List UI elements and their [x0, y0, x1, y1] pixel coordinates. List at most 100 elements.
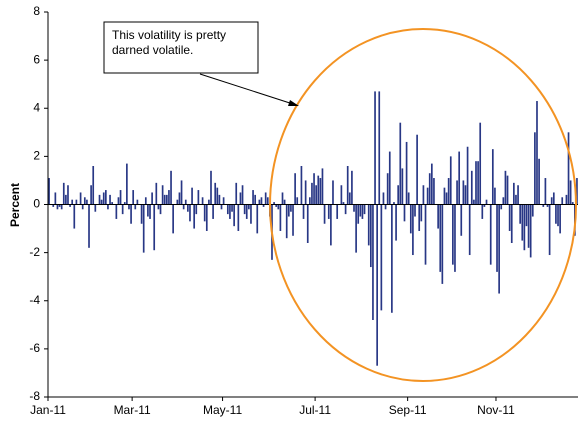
- bar: [60, 204, 63, 210]
- y-axis-label: Percent: [8, 183, 22, 227]
- bar: [130, 204, 132, 224]
- bar: [144, 197, 147, 205]
- bar: [462, 180, 465, 205]
- bar: [287, 204, 290, 217]
- bar: [107, 204, 109, 210]
- bar: [534, 132, 536, 205]
- bar: [443, 187, 446, 205]
- bar: [416, 134, 418, 205]
- bar: [548, 204, 551, 256]
- y-tick-label: -4: [29, 293, 40, 307]
- bar: [344, 204, 347, 215]
- bar: [189, 204, 191, 222]
- arrow-head: [288, 100, 299, 106]
- bar: [123, 202, 126, 205]
- bar: [304, 180, 307, 205]
- x-tick-label: Sep-11: [389, 403, 427, 417]
- x-tick-label: Jan-11: [30, 403, 66, 417]
- bar: [367, 204, 370, 246]
- bar: [163, 194, 166, 205]
- bar: [83, 197, 86, 205]
- bar: [407, 192, 410, 205]
- bar: [104, 190, 107, 205]
- bar: [468, 204, 471, 256]
- bar: [258, 199, 261, 205]
- bar: [502, 197, 505, 205]
- bar: [184, 199, 187, 205]
- annotation-box: [103, 21, 259, 74]
- bar: [170, 170, 172, 205]
- bar: [182, 204, 185, 210]
- bar: [513, 182, 515, 205]
- bar: [433, 178, 435, 205]
- bar: [552, 192, 555, 205]
- bar: [525, 204, 528, 227]
- bar: [241, 185, 244, 205]
- bar: [544, 178, 547, 205]
- y-tick-label: 6: [33, 52, 40, 66]
- bar: [374, 91, 376, 205]
- bar: [439, 204, 442, 272]
- bar: [475, 161, 477, 205]
- highlight-ellipse: [269, 28, 577, 382]
- bar: [456, 180, 458, 205]
- bar: [315, 185, 317, 205]
- bar: [300, 166, 303, 205]
- x-tick-label: Mar-11: [114, 403, 151, 417]
- bar: [327, 204, 330, 219]
- bar: [178, 192, 181, 205]
- bar: [229, 204, 231, 219]
- bar: [561, 197, 564, 205]
- bar: [546, 204, 549, 207]
- bar: [527, 204, 530, 248]
- bar: [266, 197, 269, 205]
- bar: [401, 168, 404, 205]
- bar: [220, 204, 223, 210]
- bar: [523, 204, 526, 251]
- bar: [214, 182, 217, 205]
- bar: [212, 204, 214, 219]
- bar: [117, 197, 120, 205]
- bar: [151, 192, 153, 205]
- bar: [386, 173, 389, 205]
- bar: [397, 185, 400, 205]
- bar: [536, 101, 538, 205]
- bar: [176, 199, 179, 205]
- bar: [420, 204, 423, 222]
- bar: [357, 204, 360, 224]
- bar: [67, 185, 69, 205]
- bar: [134, 204, 137, 210]
- bar: [452, 204, 454, 265]
- bar: [90, 185, 92, 205]
- bar: [319, 178, 322, 205]
- bar: [149, 204, 151, 219]
- bar: [195, 204, 198, 215]
- bar: [187, 204, 189, 212]
- bar: [393, 202, 395, 205]
- bar: [243, 204, 246, 215]
- bar: [542, 204, 545, 207]
- bar: [159, 204, 162, 215]
- bar: [216, 187, 219, 205]
- bar: [571, 202, 574, 205]
- bar: [380, 204, 383, 311]
- bar: [86, 199, 88, 205]
- bar: [203, 204, 206, 222]
- y-tick-label: 4: [33, 100, 40, 114]
- bar: [128, 204, 130, 210]
- bar: [454, 204, 456, 272]
- bar: [508, 204, 511, 231]
- y-tick-label: 8: [33, 4, 40, 18]
- bar: [473, 199, 475, 205]
- bar: [233, 204, 235, 227]
- x-tick-label: May-11: [203, 403, 242, 417]
- bar: [290, 204, 292, 212]
- bar: [294, 173, 296, 205]
- bar: [496, 204, 498, 272]
- bar: [348, 192, 351, 205]
- bar: [153, 204, 156, 251]
- bar: [275, 204, 278, 207]
- bar: [388, 151, 391, 205]
- bar: [157, 204, 160, 210]
